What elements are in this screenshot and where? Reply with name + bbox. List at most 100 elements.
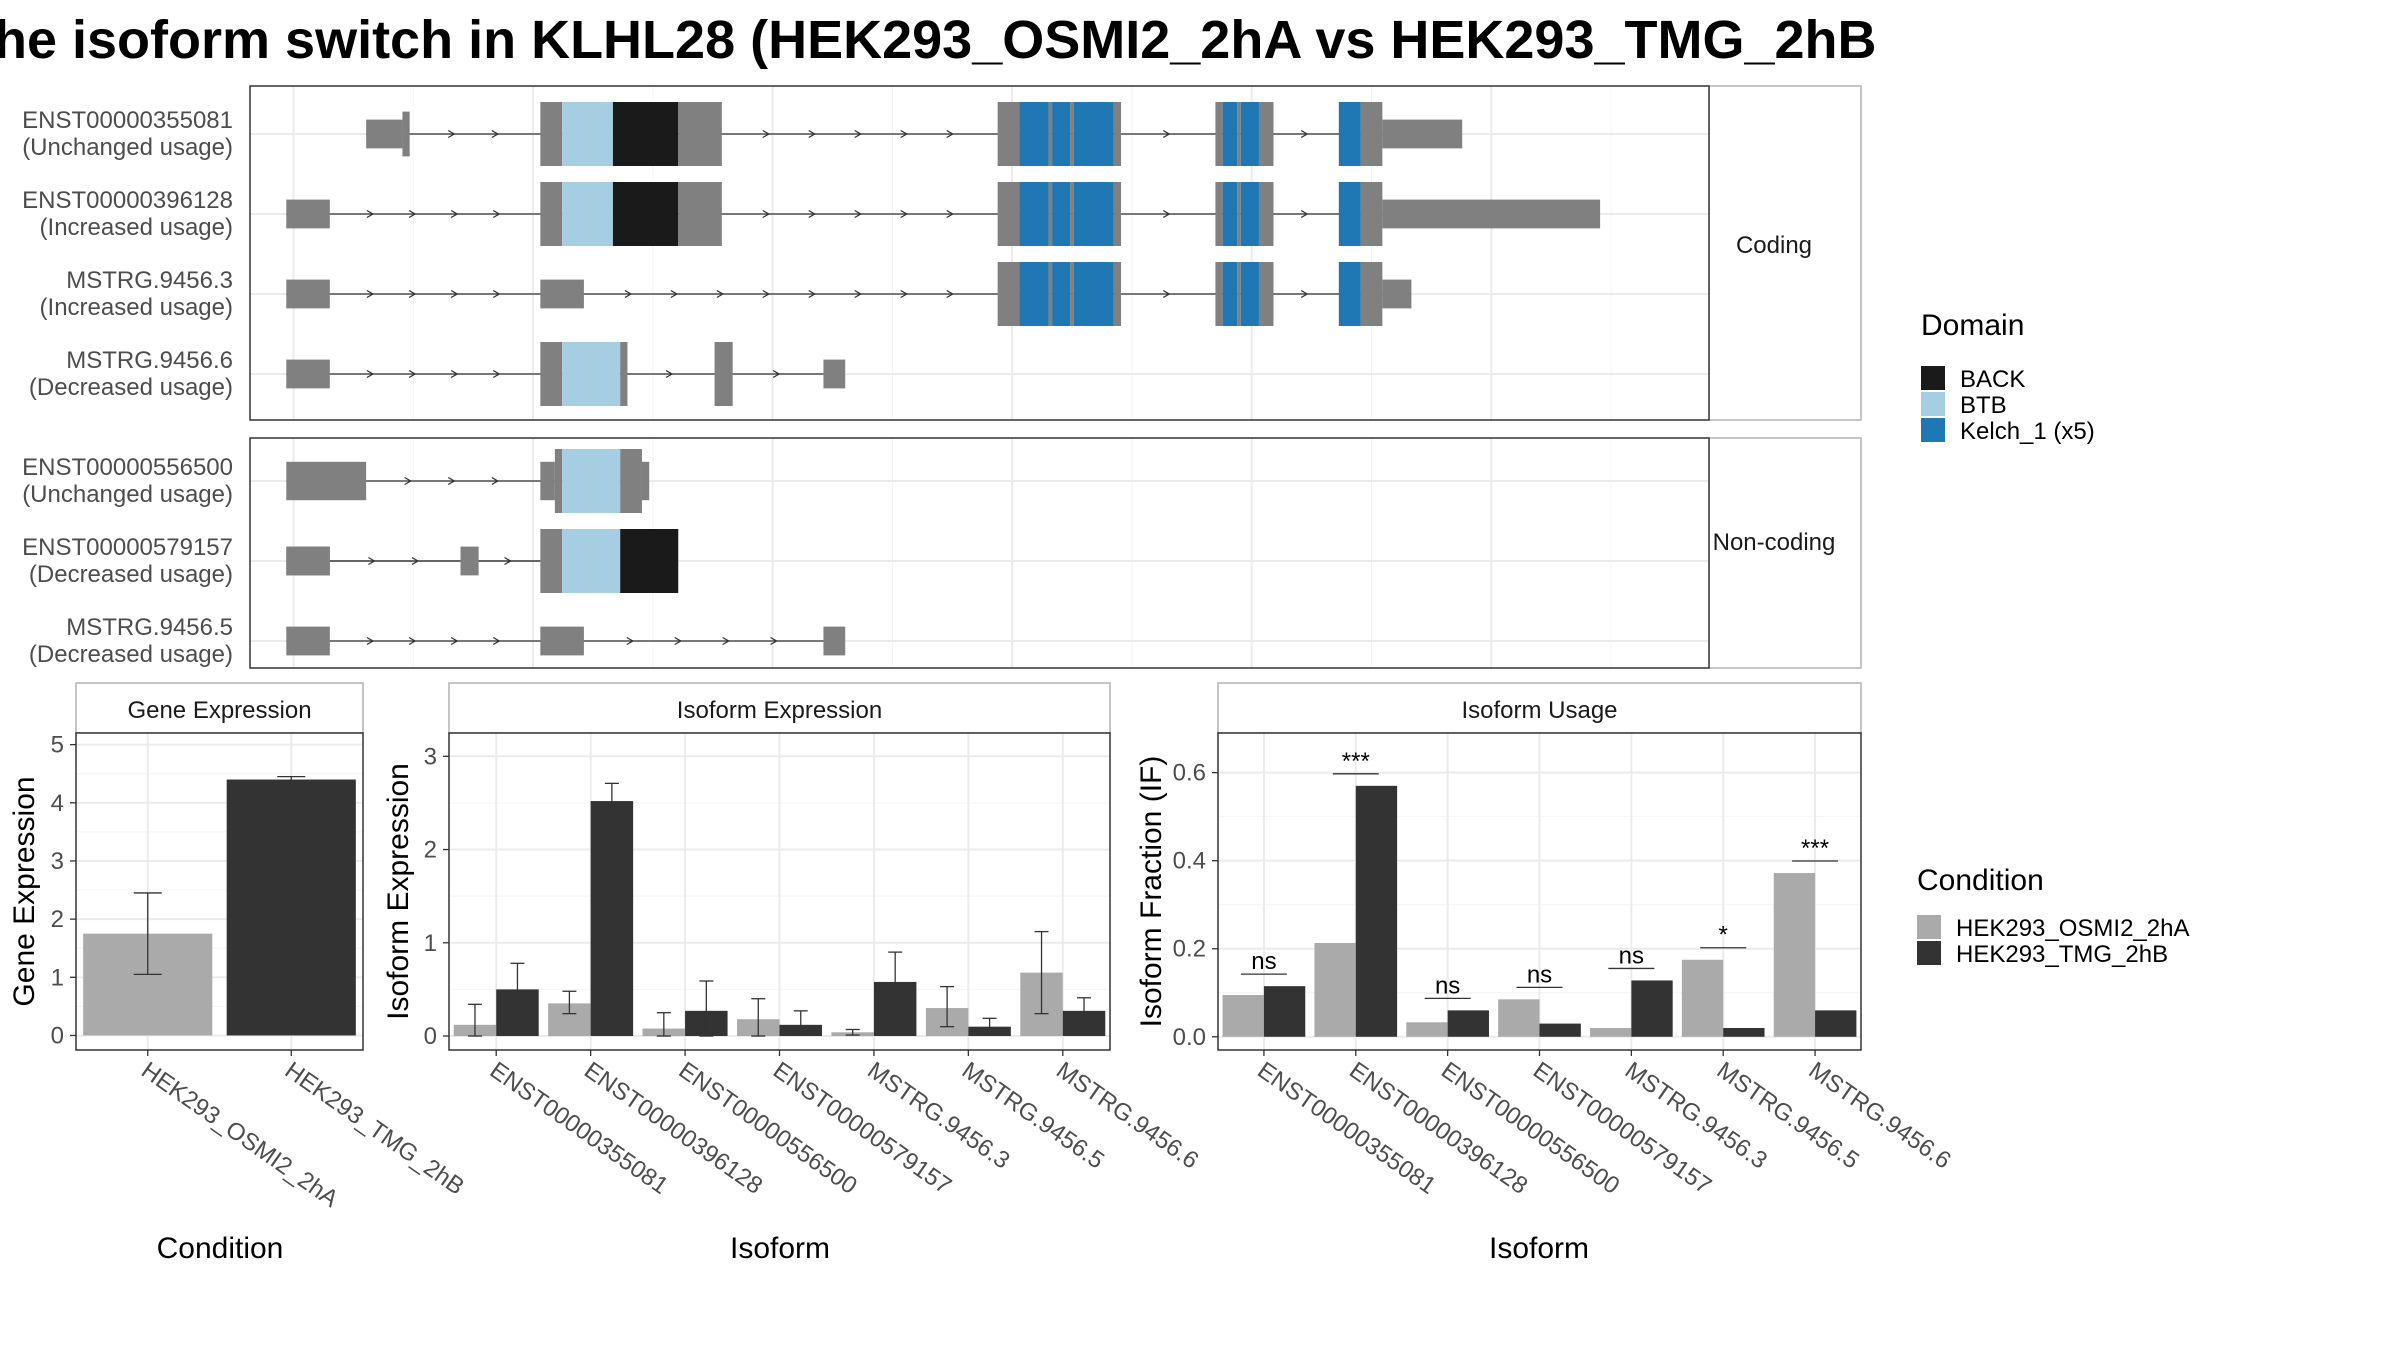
exon-utr xyxy=(997,102,1020,166)
intron-arrow xyxy=(716,289,725,299)
y-axis-title: Isoform Expression xyxy=(382,763,415,1020)
exon-back xyxy=(612,102,679,166)
exon-kelch-1-x5- xyxy=(1019,182,1049,246)
intron-arrow xyxy=(670,289,679,299)
intron-arrow xyxy=(1162,289,1171,299)
y-tick-label: 2 xyxy=(424,837,437,864)
intron-arrow xyxy=(450,369,459,379)
intron-arrow xyxy=(674,636,683,646)
transcript-usage-label: (Unchanged usage) xyxy=(22,134,233,161)
legend-domain-title: Domain xyxy=(1921,309,2024,342)
exon-kelch-1-x5- xyxy=(1052,262,1071,326)
exon-utr xyxy=(286,199,330,229)
bar xyxy=(1773,873,1816,1037)
exon-utr xyxy=(1382,199,1601,229)
intron-arrow xyxy=(491,129,500,139)
exon-utr xyxy=(540,102,563,166)
intron-arrow xyxy=(408,369,417,379)
bar xyxy=(1631,980,1673,1037)
legend-condition-label-tmg: HEK293_TMG_2hB xyxy=(1956,941,2168,968)
intron-arrow xyxy=(900,209,908,219)
exon-kelch-1-x5- xyxy=(1338,102,1361,166)
exon-kelch-1-x5- xyxy=(1052,182,1071,246)
intron-arrow xyxy=(408,289,417,299)
legend-condition: Condition HEK293_OSMI2_2hA HEK293_TMG_2h… xyxy=(1917,864,2189,968)
exon-utr xyxy=(1360,262,1383,326)
bar-charts: Gene Expression012345HEK293_OSMI2_2hAHEK… xyxy=(8,682,1956,1265)
intron-arrow xyxy=(1162,129,1171,139)
y-tick-label: 4 xyxy=(51,790,64,817)
exon-sep xyxy=(1048,182,1053,246)
exon-utr xyxy=(286,626,330,656)
exon-utr xyxy=(402,111,410,157)
intron-arrow xyxy=(447,129,456,139)
exon-utr xyxy=(1258,262,1274,326)
transcript-id-label: MSTRG.9456.3 xyxy=(66,267,233,294)
intron-arrow xyxy=(491,476,500,486)
y-tick-label: 1 xyxy=(424,930,437,957)
exon-utr xyxy=(1113,102,1122,166)
y-tick-label: 0.6 xyxy=(1173,760,1206,787)
chart-title: Gene Expression xyxy=(127,697,311,724)
y-tick-label: 0.0 xyxy=(1173,1024,1206,1051)
exon-utr xyxy=(540,461,555,501)
intron-arrow xyxy=(624,289,633,299)
bar xyxy=(226,779,356,1036)
intron-arrow xyxy=(772,369,781,379)
exon-utr xyxy=(1215,102,1223,166)
exon-utr xyxy=(620,449,642,513)
bar xyxy=(1263,986,1306,1037)
exon-sep xyxy=(1048,262,1053,326)
legend-condition-label-osmi2: HEK293_OSMI2_2hA xyxy=(1956,915,2189,942)
intron-arrow xyxy=(450,636,459,646)
facet-label-coding: Coding xyxy=(1736,232,1812,259)
intron-arrow xyxy=(368,556,376,566)
transcript-id-label: MSTRG.9456.6 xyxy=(66,347,233,374)
intron-arrow xyxy=(1300,289,1309,299)
legend-domain-label-btb: BTB xyxy=(1960,392,2007,419)
bar xyxy=(590,801,634,1037)
exon-utr xyxy=(366,119,403,149)
intron-arrow xyxy=(366,636,375,646)
intron-arrow xyxy=(808,289,817,299)
intron-arrow xyxy=(946,129,954,139)
bar xyxy=(1314,943,1356,1037)
exon-utr xyxy=(286,546,330,576)
legend-domain: Domain BACK BTB Kelch_1 (x5) xyxy=(1921,309,2095,445)
intron-arrow xyxy=(1300,209,1309,219)
y-tick-label: 2 xyxy=(51,906,64,933)
intron-arrow xyxy=(665,369,674,379)
y-axis-title: Gene Expression xyxy=(8,776,41,1006)
intron-arrow xyxy=(946,289,954,299)
exon-utr xyxy=(1215,262,1223,326)
exon-utr xyxy=(540,342,563,406)
intron-arrow xyxy=(762,289,771,299)
exon-kelch-1-x5- xyxy=(1073,182,1114,246)
exon-back xyxy=(620,529,679,593)
exon-kelch-1-x5- xyxy=(1240,102,1259,166)
exon-sep xyxy=(1070,102,1074,166)
y-tick-label: 3 xyxy=(424,743,437,770)
intron-arrow xyxy=(1162,209,1171,219)
chart-title: Isoform Usage xyxy=(1461,697,1617,724)
bar xyxy=(1815,1010,1857,1037)
intron-arrow xyxy=(946,209,954,219)
intron-arrow xyxy=(900,129,908,139)
exon-utr xyxy=(620,342,628,406)
transcript-usage-label: (Decreased usage) xyxy=(29,374,233,401)
exon-sep xyxy=(1070,182,1074,246)
intron-arrow xyxy=(770,636,778,646)
exon-utr xyxy=(540,626,584,656)
transcript-usage-label: (Increased usage) xyxy=(40,294,233,321)
facet-label-noncoding: Non-coding xyxy=(1713,529,1836,556)
y-axis-title: Isoform Fraction (IF) xyxy=(1135,756,1168,1028)
intron-arrow xyxy=(900,289,908,299)
intron-arrow xyxy=(854,209,863,219)
exon-btb xyxy=(562,529,621,593)
exon-utr xyxy=(1215,182,1223,246)
exon-utr xyxy=(286,359,330,389)
exon-utr xyxy=(1382,119,1463,149)
significance-label: ns xyxy=(1619,942,1644,969)
exon-utr xyxy=(678,182,722,246)
